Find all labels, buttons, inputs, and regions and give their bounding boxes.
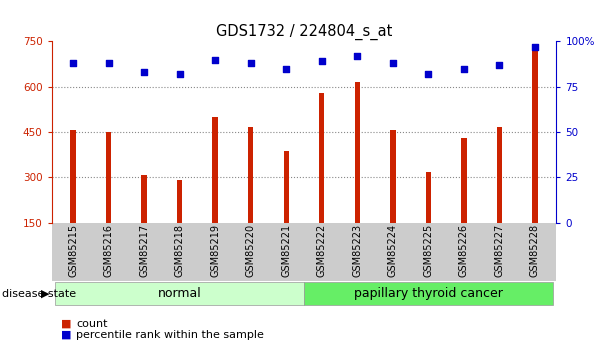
Text: disease state: disease state — [2, 289, 77, 298]
Bar — [354, 82, 360, 223]
Point — [210, 57, 220, 62]
Text: ▶: ▶ — [41, 289, 49, 298]
Text: papillary thyroid cancer: papillary thyroid cancer — [354, 287, 503, 300]
Text: GDS1732 / 224804_s_at: GDS1732 / 224804_s_at — [216, 24, 392, 40]
Point — [494, 62, 504, 68]
Point — [424, 71, 434, 77]
Bar — [212, 117, 218, 223]
Text: percentile rank within the sample: percentile rank within the sample — [76, 330, 264, 339]
Bar — [390, 130, 396, 223]
Point — [174, 71, 184, 77]
Text: count: count — [76, 319, 108, 328]
Bar — [106, 132, 111, 223]
Point — [317, 59, 326, 64]
Text: ■: ■ — [61, 319, 71, 328]
Point — [139, 69, 149, 75]
Bar — [142, 175, 147, 223]
Bar — [426, 172, 431, 223]
Bar — [319, 93, 325, 223]
Text: normal: normal — [157, 287, 201, 300]
Point — [459, 66, 469, 71]
Point — [68, 60, 78, 66]
Text: ■: ■ — [61, 330, 71, 339]
Bar — [283, 151, 289, 223]
Point — [388, 60, 398, 66]
Point — [353, 53, 362, 59]
Bar — [533, 45, 537, 223]
Bar — [248, 127, 254, 223]
Bar — [177, 180, 182, 223]
Bar — [71, 130, 75, 223]
Point — [104, 60, 114, 66]
Point — [530, 44, 540, 50]
Bar — [461, 138, 466, 223]
Bar — [497, 127, 502, 223]
Point — [246, 60, 255, 66]
Point — [282, 66, 291, 71]
